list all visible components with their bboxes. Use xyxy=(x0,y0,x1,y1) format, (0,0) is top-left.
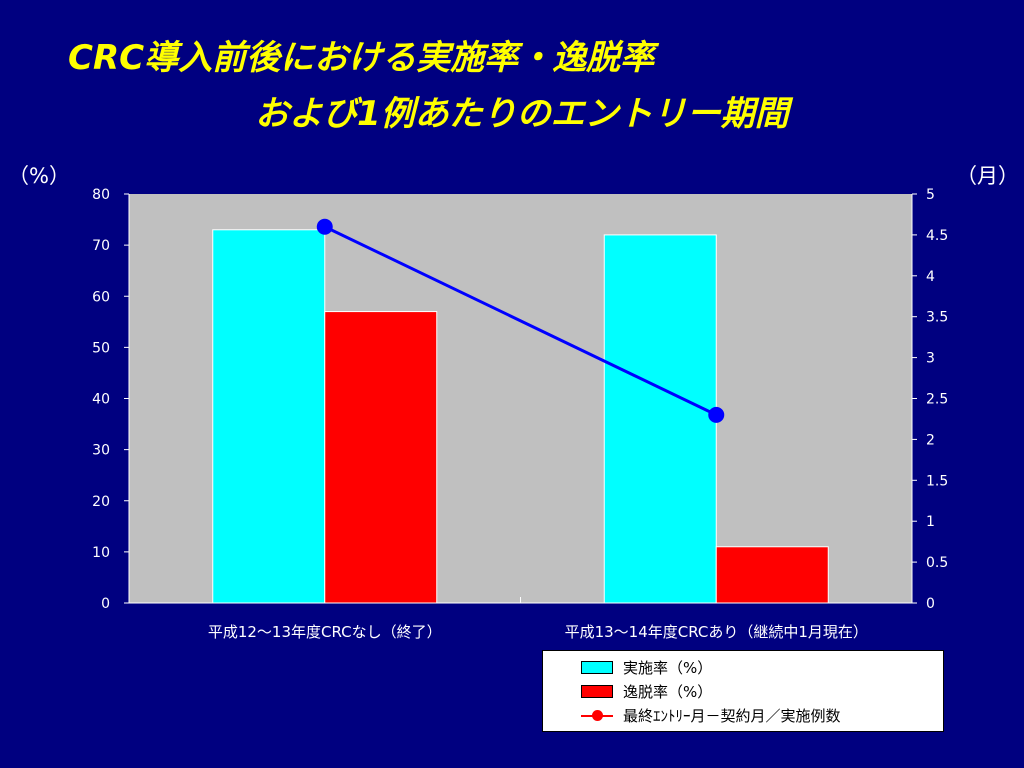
right-tick-label: 4 xyxy=(926,269,935,285)
left-tick-label: 40 xyxy=(92,392,110,408)
legend-swatch-deviation xyxy=(581,684,613,698)
right-tick-label: 4.5 xyxy=(926,228,948,244)
right-tick-label: 2.5 xyxy=(926,392,948,408)
x-category-label-0: 平成12～13年度CRCなし（終了） xyxy=(208,623,442,641)
right-tick-label: 5 xyxy=(926,187,935,203)
left-tick-label: 0 xyxy=(101,596,110,612)
bar-deviation-1 xyxy=(715,546,829,604)
right-tick-label: 3 xyxy=(926,351,935,367)
bar-implementation-0 xyxy=(212,229,326,604)
point-entry-period-1 xyxy=(708,406,725,423)
legend-swatch-entry xyxy=(581,709,613,722)
right-tick-label: 1 xyxy=(926,514,935,530)
right-tick-label: 0.5 xyxy=(926,555,948,571)
left-tick-label: 20 xyxy=(92,494,110,510)
legend-label-entry: 最終ｴﾝﾄﾘｰ月－契約月／実施例数 xyxy=(623,706,841,725)
left-tick-label: 30 xyxy=(92,443,110,459)
right-axis-unit: （月） xyxy=(956,164,1019,188)
legend-label-deviation: 逸脱率（%） xyxy=(623,682,713,701)
chart-title-line1: CRC導入前後における実施率・逸脱率 xyxy=(68,38,655,78)
bar-implementation-1 xyxy=(603,234,717,604)
left-tick-label: 10 xyxy=(92,545,110,561)
right-tick-label: 1.5 xyxy=(926,473,948,489)
right-tick-label: 0 xyxy=(926,596,935,612)
left-tick-label: 60 xyxy=(92,289,110,305)
legend-swatch-implementation xyxy=(581,660,613,674)
right-tick-label: 2 xyxy=(926,432,935,448)
legend: 実施率（%） 逸脱率（%） 最終ｴﾝﾄﾘｰ月－契約月／実施例数 xyxy=(542,650,944,732)
legend-item-implementation: 実施率（%） xyxy=(581,656,712,678)
x-category-label-1: 平成13～14年度CRCあり（継続中1月現在） xyxy=(565,623,868,641)
legend-label-implementation: 実施率（%） xyxy=(623,658,713,677)
point-entry-period-0 xyxy=(316,218,333,235)
legend-item-entry: 最終ｴﾝﾄﾘｰ月－契約月／実施例数 xyxy=(581,704,841,726)
left-tick-label: 80 xyxy=(92,187,110,203)
left-axis-unit: （%） xyxy=(8,164,70,188)
right-tick-label: 3.5 xyxy=(926,310,948,326)
line-entry-period xyxy=(324,225,717,417)
left-tick-label: 50 xyxy=(92,340,110,356)
legend-item-deviation: 逸脱率（%） xyxy=(581,680,712,702)
left-tick-label: 70 xyxy=(92,238,110,254)
bar-deviation-0 xyxy=(324,311,438,604)
chart-title-line2: および1例あたりのエントリー期間 xyxy=(255,94,789,134)
